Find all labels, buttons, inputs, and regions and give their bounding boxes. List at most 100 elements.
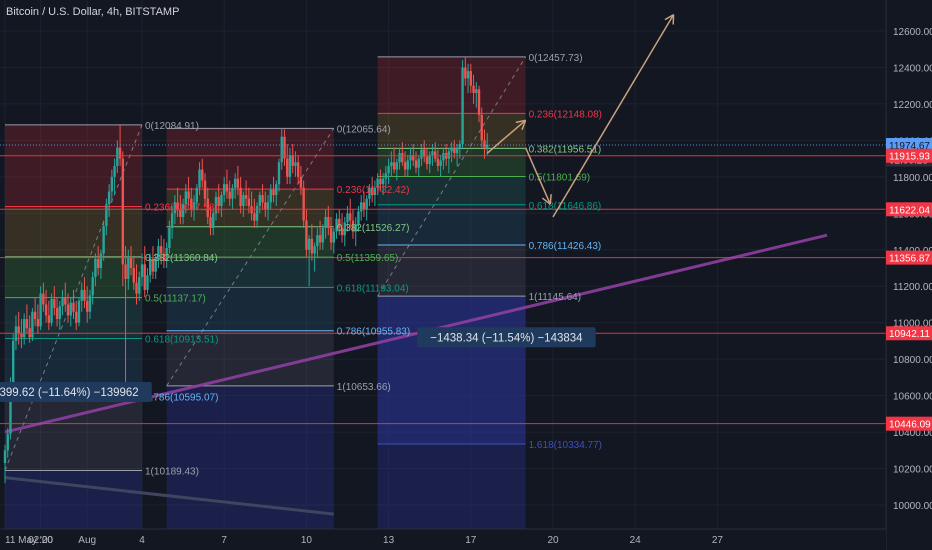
candle-body	[239, 187, 242, 207]
candle-body	[384, 173, 388, 179]
fib-level-label: 1(10189.43)	[145, 466, 199, 477]
candle-body	[220, 195, 223, 207]
candle-body	[228, 191, 231, 199]
candle-body	[31, 311, 34, 338]
candle-body	[486, 144, 489, 148]
candle-body	[173, 202, 177, 214]
fib-level-label: 0.236(11732.42)	[337, 185, 410, 196]
candle-body	[233, 178, 237, 188]
candle-body	[398, 153, 401, 163]
candle-body	[379, 178, 382, 185]
price-tag-box	[886, 148, 932, 163]
candle-body	[395, 162, 399, 170]
time-tick-label: 17	[465, 535, 477, 546]
price-tag-label: 10446.09	[889, 420, 931, 431]
candle-body	[162, 253, 166, 261]
fib-zone-tail	[166, 385, 334, 529]
candle-body	[338, 218, 341, 228]
time-tick-label: 7	[221, 535, 227, 546]
candle-body	[20, 333, 23, 338]
candle-body	[247, 198, 251, 207]
candle-body	[390, 162, 393, 166]
candle-body	[72, 302, 75, 312]
candle-body	[176, 202, 179, 210]
measure-box	[0, 381, 152, 402]
candle-body	[80, 289, 83, 301]
price-tag-box	[886, 326, 932, 341]
price-tick-label: 10400.00	[893, 428, 932, 439]
fib-zone	[166, 257, 334, 288]
candle-body	[12, 340, 15, 385]
arrow-head	[664, 13, 674, 21]
candle-body	[335, 218, 338, 232]
candle-body	[132, 268, 135, 283]
candle-body	[143, 264, 146, 290]
fib-level-label: 0(12084.91)	[145, 121, 199, 132]
candle-body	[307, 238, 311, 250]
time-axis-panel[interactable]	[0, 529, 886, 550]
candle-body	[121, 158, 125, 265]
price-tag-box	[886, 202, 932, 217]
candle-body	[22, 319, 26, 338]
candle-body	[420, 149, 423, 159]
candle-body	[453, 147, 456, 154]
candle-body	[362, 202, 366, 210]
candle-body	[360, 202, 363, 212]
candle-body	[253, 213, 256, 221]
candle-body	[349, 213, 352, 221]
candle-body	[291, 154, 294, 166]
candle-body	[181, 204, 185, 217]
price-tag-box	[886, 250, 932, 265]
fib-level-label: 0(12065.64)	[337, 124, 391, 135]
candle-body	[77, 300, 81, 323]
candle-body	[464, 67, 467, 79]
fib-level-label: 0(12457.73)	[529, 53, 583, 64]
time-tick-label: Aug	[78, 535, 96, 546]
time-tick-label: 27	[712, 535, 724, 546]
candle-body	[447, 151, 451, 159]
candle-body	[332, 231, 335, 243]
price-tick-label: 11000.00	[893, 319, 932, 330]
candle-body	[455, 147, 459, 154]
fib-zone	[377, 56, 526, 114]
arrow-head	[549, 194, 552, 205]
candle-body	[192, 202, 196, 210]
fib-level-label: 0.618(10913.51)	[145, 334, 218, 345]
candle-body	[64, 297, 67, 305]
candle-body	[343, 222, 346, 236]
candle-body	[53, 298, 56, 309]
time-tick-label: 11 May '20	[5, 535, 53, 546]
candle-body	[266, 202, 270, 210]
candle-body	[214, 196, 218, 214]
candle-body	[365, 198, 368, 210]
candle-body	[149, 258, 152, 276]
candle-body	[305, 220, 308, 250]
candle-body	[206, 198, 209, 217]
measure-label: −1438.34 (−11.54%) −143834	[430, 332, 583, 344]
candle-body	[105, 204, 108, 227]
candle-body	[113, 165, 116, 177]
candle-body	[318, 235, 322, 243]
candle-body	[36, 319, 40, 327]
candle-body	[261, 195, 264, 203]
candle-body	[412, 154, 415, 161]
candle-body	[159, 246, 163, 254]
fib-zone	[166, 128, 334, 190]
candle-body	[357, 211, 360, 225]
fib-level-label: 0.786(10595.07)	[145, 393, 218, 404]
candle-body	[3, 450, 7, 464]
candle-body	[86, 300, 89, 312]
price-axis-panel[interactable]	[886, 0, 932, 550]
price-tick-label: 12600.00	[893, 27, 932, 38]
candle-body	[209, 216, 212, 228]
fib-zone	[5, 124, 142, 207]
candle-body	[401, 153, 404, 163]
candle-body	[184, 191, 188, 205]
candle-body	[44, 304, 48, 316]
candle-body	[69, 302, 72, 316]
price-tag-label: 11356.87	[889, 254, 930, 265]
candle-body	[75, 311, 78, 323]
candle-body	[88, 295, 92, 312]
measure-box	[417, 327, 596, 348]
